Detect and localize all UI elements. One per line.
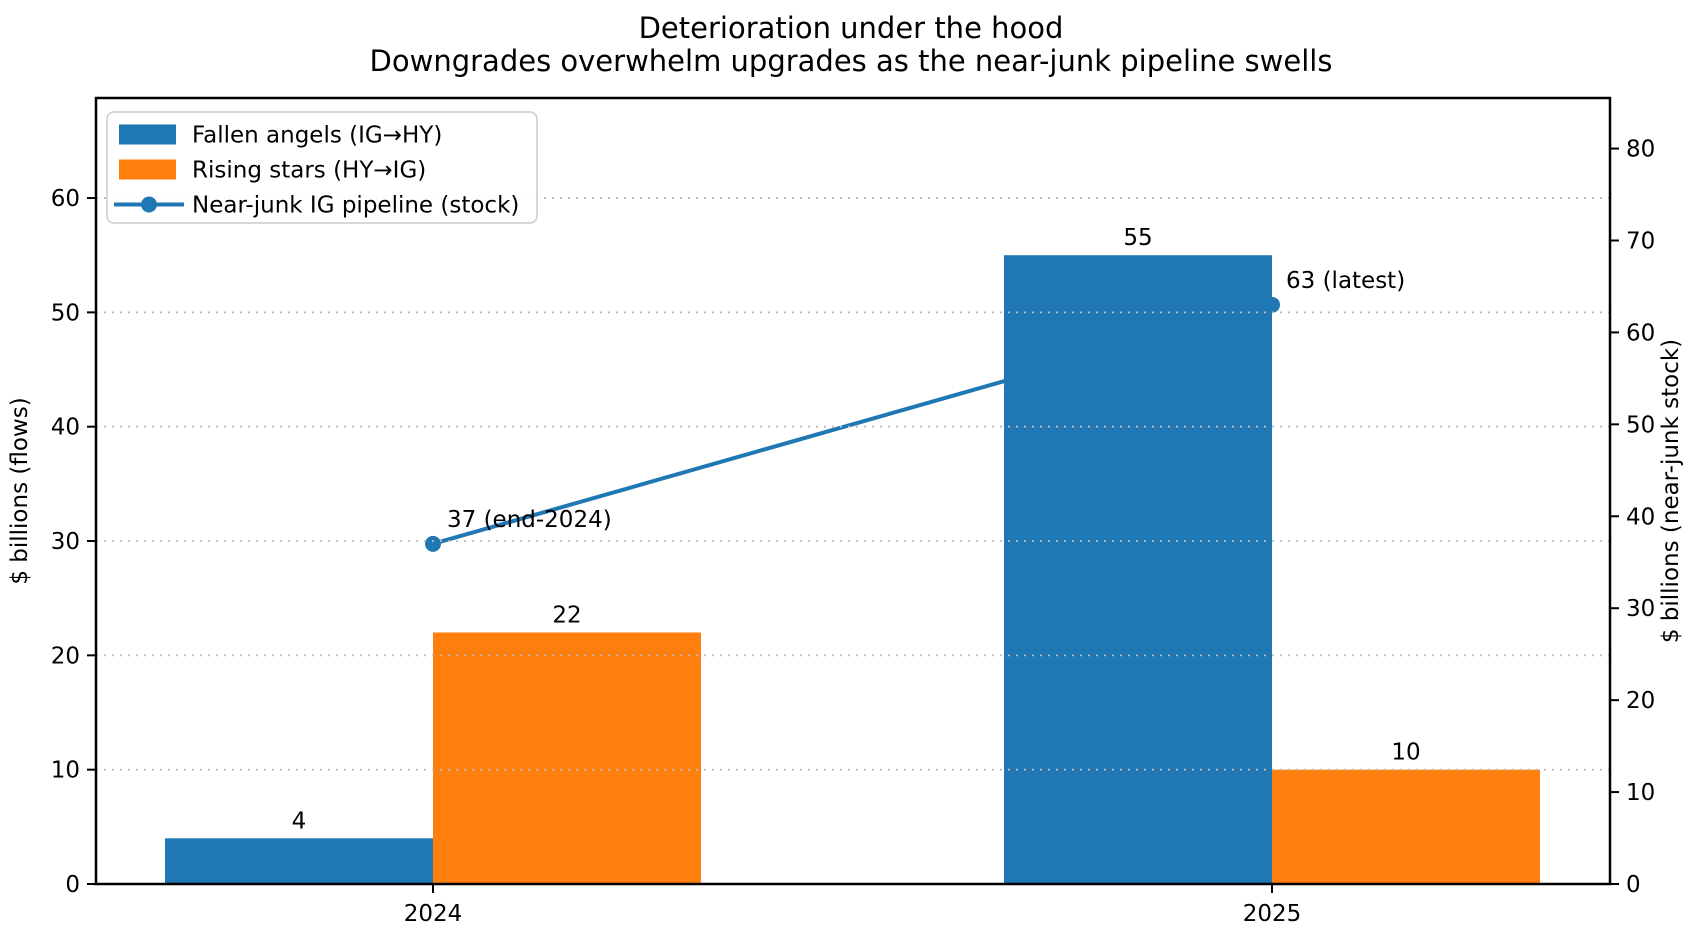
left-tick-label-0: 0 bbox=[65, 872, 80, 898]
legend-swatch-rising-stars bbox=[119, 159, 176, 180]
bar-value-rising-stars-hy-ig-2024: 22 bbox=[552, 602, 581, 628]
annotations-layer: 37 (end-2024) 63 (latest) bbox=[447, 268, 1405, 533]
left-tick-label-10: 10 bbox=[51, 758, 80, 784]
bar-value-labels-layer: 4 55 22 10 bbox=[292, 225, 1421, 834]
line-marker-2024 bbox=[425, 535, 441, 552]
bar-series-layer bbox=[165, 255, 1540, 884]
legend-label-fallen-angels: Fallen angels (IG→HY) bbox=[192, 123, 442, 149]
x-tick-label-2024: 2024 bbox=[404, 901, 463, 927]
axes-ticks-layer: 0 10 20 30 40 50 60 0 10 20 30 40 50 60 70 80 2024 2025 bbox=[51, 137, 1656, 927]
bar-value-fallen-angels-ig-hy-2024: 4 bbox=[292, 808, 307, 834]
right-tick-label-10: 10 bbox=[1626, 780, 1655, 806]
right-tick-label-80: 80 bbox=[1626, 137, 1655, 163]
annotation-2025: 63 (latest) bbox=[1286, 268, 1405, 294]
legend-swatch-fallen-angels bbox=[119, 124, 176, 145]
legend-box bbox=[106, 111, 538, 224]
x-tick-label-2025: 2025 bbox=[1243, 901, 1302, 927]
right-tick-label-50: 50 bbox=[1626, 412, 1655, 438]
left-tick-label-30: 30 bbox=[51, 529, 80, 555]
bar-fallen-angels-ig-hy-2025 bbox=[1004, 255, 1272, 884]
plot-border bbox=[94, 96, 1612, 886]
right-axis-label: $ billions (near-junk stock) bbox=[1658, 339, 1684, 643]
legend: Fallen angels (IG→HY) Rising stars (HY→I… bbox=[106, 111, 538, 224]
right-tick-label-0: 0 bbox=[1626, 872, 1641, 898]
right-tick-label-20: 20 bbox=[1626, 688, 1655, 714]
right-tick-label-30: 30 bbox=[1626, 596, 1655, 622]
bar-rising-stars-hy-ig-2024 bbox=[433, 632, 701, 884]
left-tick-label-60: 60 bbox=[51, 186, 80, 212]
left-tick-label-50: 50 bbox=[51, 300, 80, 326]
legend-label-near-junk-pipeline: Near-junk IG pipeline (stock) bbox=[192, 193, 519, 219]
chart-title: Deterioration under the hood bbox=[639, 11, 1064, 45]
bar-rising-stars-hy-ig-2025 bbox=[1272, 769, 1540, 884]
right-tick-label-60: 60 bbox=[1626, 320, 1655, 346]
bar-value-fallen-angels-ig-hy-2025: 55 bbox=[1123, 225, 1152, 251]
bar-fallen-angels-ig-hy-2024 bbox=[165, 838, 433, 884]
left-axis-label: $ billions (flows) bbox=[7, 397, 33, 584]
left-tick-label-40: 40 bbox=[51, 415, 80, 441]
chart-subtitle: Downgrades overwhelm upgrades as the nea… bbox=[370, 44, 1333, 78]
right-tick-label-40: 40 bbox=[1626, 504, 1655, 530]
legend-line-marker bbox=[141, 196, 157, 213]
annotation-2024: 37 (end-2024) bbox=[447, 507, 612, 533]
bar-value-rising-stars-hy-ig-2025: 10 bbox=[1391, 740, 1420, 766]
legend-label-rising-stars: Rising stars (HY→IG) bbox=[192, 158, 426, 184]
left-tick-label-20: 20 bbox=[51, 643, 80, 669]
right-tick-label-70: 70 bbox=[1626, 228, 1655, 254]
